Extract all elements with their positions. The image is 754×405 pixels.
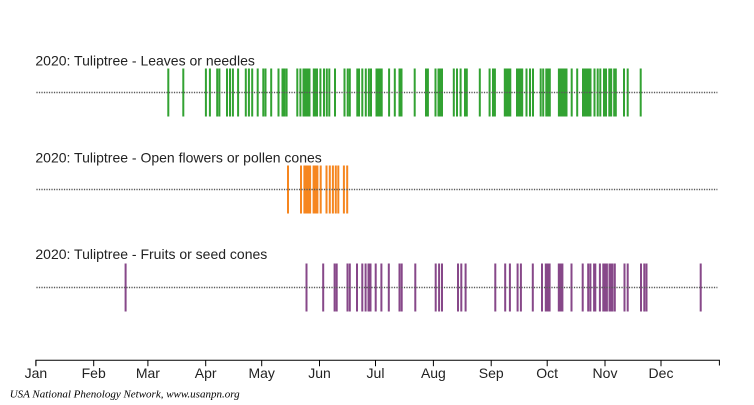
svg-text:Feb: Feb <box>82 365 106 381</box>
svg-text:2020: Tuliptree - Fruits or se: 2020: Tuliptree - Fruits or seed cones <box>35 246 267 262</box>
svg-text:Nov: Nov <box>593 365 618 381</box>
svg-text:Jun: Jun <box>308 365 331 381</box>
svg-text:Dec: Dec <box>649 365 674 381</box>
svg-text:2020: Tuliptree - Leaves or ne: 2020: Tuliptree - Leaves or needles <box>35 52 254 68</box>
svg-text:May: May <box>248 365 274 381</box>
svg-text:Aug: Aug <box>421 365 446 381</box>
svg-text:Jul: Jul <box>367 365 385 381</box>
svg-text:Oct: Oct <box>536 365 558 381</box>
svg-text:Apr: Apr <box>195 365 217 381</box>
svg-text:Jan: Jan <box>25 365 48 381</box>
svg-text:Sep: Sep <box>479 365 504 381</box>
svg-text:USA National Phenology Network: USA National Phenology Network, www.usan… <box>10 389 240 401</box>
svg-text:2020: Tuliptree - Open flowers: 2020: Tuliptree - Open flowers or pollen… <box>35 150 321 166</box>
svg-text:Mar: Mar <box>136 365 160 381</box>
